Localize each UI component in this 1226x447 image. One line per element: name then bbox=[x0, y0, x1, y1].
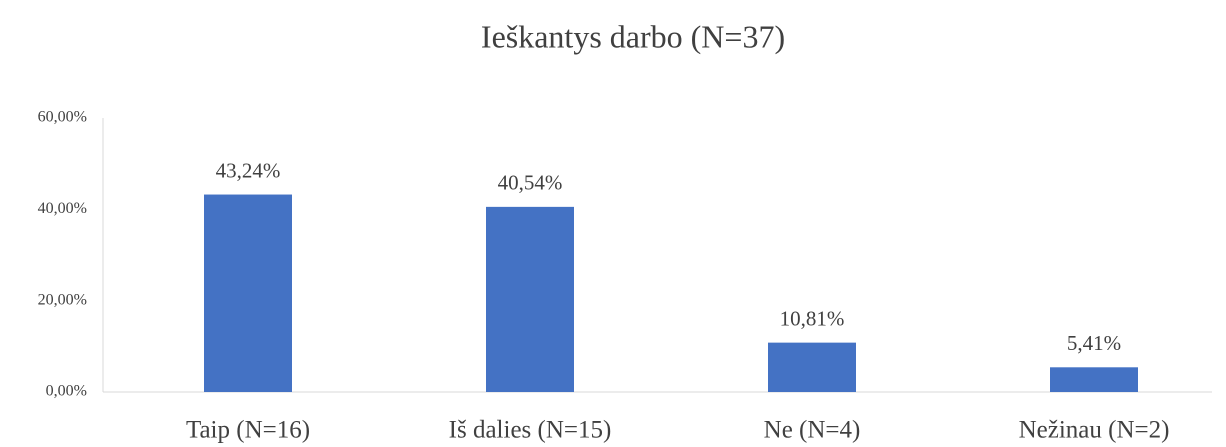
y-tick-label: 0,00% bbox=[46, 383, 87, 400]
x-tick-label: Ne (N=4) bbox=[764, 417, 861, 444]
x-tick-label: Taip (N=16) bbox=[186, 417, 310, 444]
x-tick-label: Iš dalies (N=15) bbox=[449, 417, 612, 444]
bar bbox=[486, 206, 574, 392]
bar bbox=[1050, 367, 1138, 392]
value-label: 40,54% bbox=[498, 171, 563, 195]
value-label: 5,41% bbox=[1067, 331, 1121, 355]
bar bbox=[768, 342, 856, 392]
chart-title: Ieškantys darbo (N=37) bbox=[481, 18, 785, 54]
x-tick-label: Nežinau (N=2) bbox=[1019, 417, 1170, 444]
value-label: 10,81% bbox=[780, 306, 845, 330]
bar bbox=[204, 194, 292, 392]
y-tick-label: 40,00% bbox=[38, 200, 87, 217]
y-tick-label: 60,00% bbox=[38, 109, 87, 126]
y-tick-label: 20,00% bbox=[38, 291, 87, 308]
value-label: 43,24% bbox=[216, 158, 281, 182]
